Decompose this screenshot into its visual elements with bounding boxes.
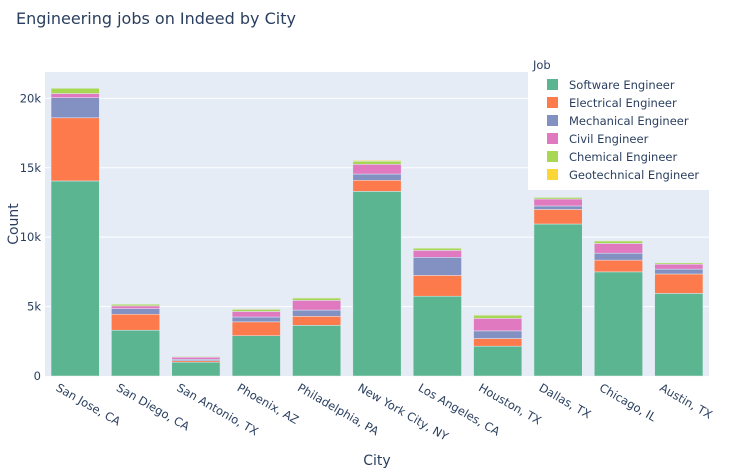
- bar-segment-software-engineer: [292, 325, 342, 377]
- bar-segment-electrical-engineer: [412, 275, 462, 297]
- bar-segment-mechanical-engineer: [412, 257, 462, 276]
- bar-segment-mechanical-engineer: [50, 97, 100, 119]
- bar-segment-software-engineer: [111, 329, 160, 377]
- bar-segment-software-engineer: [533, 223, 583, 377]
- bar-segment-mechanical-engineer: [292, 309, 342, 317]
- x-tick-label: Chicago, IL: [597, 380, 659, 424]
- legend-title: Job: [532, 58, 551, 72]
- bar-segment-civil-engineer: [50, 93, 100, 98]
- bar-segment-geotechnical-engineer: [352, 160, 402, 162]
- y-axis-ticks: 0 5k 10k 15k 20k: [20, 91, 42, 383]
- bar-segment-civil-engineer: [352, 164, 402, 175]
- bar-segment-chemical-engineer: [412, 247, 462, 251]
- legend-item[interactable]: Geotechnical Engineer: [569, 168, 699, 182]
- bar-segment-civil-engineer: [654, 264, 704, 270]
- bar-segment-software-engineer: [171, 361, 221, 377]
- bar-segment-geotechnical-engineer: [412, 247, 462, 249]
- legend-swatch: [547, 115, 558, 126]
- y-tick-label: 15k: [20, 161, 42, 175]
- legend-item[interactable]: Mechanical Engineer: [569, 114, 689, 128]
- bar-segment-software-engineer: [654, 293, 704, 377]
- bar-segment-chemical-engineer: [231, 309, 281, 312]
- bar-segment-mechanical-engineer: [533, 205, 583, 210]
- x-tick-label: Dallas, TX: [537, 380, 594, 421]
- bar-segment-electrical-engineer: [231, 321, 281, 336]
- legend-background: [528, 55, 709, 190]
- bar-segment-civil-engineer: [473, 318, 523, 332]
- bar-segment-civil-engineer: [533, 198, 583, 207]
- y-axis-label: Count: [6, 203, 22, 245]
- legend-item[interactable]: Civil Engineer: [569, 132, 649, 146]
- bar-segment-mechanical-engineer: [473, 330, 523, 339]
- legend-swatch: [547, 97, 558, 108]
- bar-segment-electrical-engineer: [111, 313, 160, 331]
- legend-item[interactable]: Chemical Engineer: [569, 150, 678, 164]
- bar-segment-electrical-engineer: [533, 209, 583, 225]
- bar-segment-civil-engineer: [292, 300, 342, 311]
- bar-segment-geotechnical-engineer: [594, 240, 643, 242]
- bar-segment-chemical-engineer: [352, 161, 402, 165]
- bar-segment-geotechnical-engineer: [231, 308, 281, 310]
- bar-segment-chemical-engineer: [50, 87, 100, 94]
- legend: Job Software Engineer Electrical Engineer…: [528, 55, 709, 190]
- bar-segment-chemical-engineer: [292, 297, 342, 301]
- legend-item[interactable]: Software Engineer: [569, 78, 675, 92]
- y-tick-label: 20k: [20, 91, 42, 105]
- bar-segment-electrical-engineer: [473, 338, 523, 347]
- bar-segment-mechanical-engineer: [352, 173, 402, 181]
- bar-segment-electrical-engineer: [654, 273, 704, 294]
- bar-segment-geotechnical-engineer: [292, 297, 342, 299]
- bar-segment-civil-engineer: [111, 305, 160, 309]
- bar-segment-software-engineer: [594, 271, 643, 377]
- legend-swatch: [547, 79, 558, 90]
- bar-segment-geotechnical-engineer: [50, 87, 100, 89]
- bar-segment-civil-engineer: [171, 357, 221, 360]
- bar-segment-civil-engineer: [594, 243, 643, 254]
- bar-segment-electrical-engineer: [50, 117, 100, 182]
- bars: [50, 87, 704, 377]
- bar-segment-electrical-engineer: [594, 259, 643, 273]
- legend-swatch: [547, 169, 558, 180]
- y-tick-label: 5k: [27, 300, 41, 314]
- x-tick-label: San Jose, CA: [54, 380, 123, 428]
- bar-segment-software-engineer: [352, 191, 402, 377]
- bar-segment-electrical-engineer: [292, 316, 342, 326]
- bar-segment-geotechnical-engineer: [473, 314, 523, 316]
- y-tick-label: 0: [34, 369, 41, 383]
- bar-segment-software-engineer: [473, 345, 523, 377]
- bar-segment-civil-engineer: [231, 311, 281, 318]
- bar-segment-mechanical-engineer: [594, 252, 643, 261]
- bar-segment-software-engineer: [412, 295, 462, 377]
- bar-segment-mechanical-engineer: [654, 268, 704, 275]
- bar-segment-software-engineer: [231, 335, 281, 377]
- chart-title: Engineering jobs on Indeed by City: [16, 9, 296, 28]
- legend-swatch: [547, 133, 558, 144]
- bar-segment-chemical-engineer: [473, 314, 523, 319]
- bar-segment-mechanical-engineer: [231, 316, 281, 323]
- x-tick-label: Austin, TX: [657, 380, 715, 421]
- bar-segment-electrical-engineer: [352, 180, 402, 192]
- legend-swatch: [547, 151, 558, 162]
- bar-segment-mechanical-engineer: [111, 308, 160, 315]
- bar-segment-civil-engineer: [412, 250, 462, 258]
- y-tick-label: 10k: [20, 230, 42, 244]
- bar-segment-software-engineer: [50, 180, 100, 377]
- x-axis-label: City: [363, 453, 390, 469]
- bar-segment-chemical-engineer: [594, 240, 643, 244]
- legend-item[interactable]: Electrical Engineer: [569, 96, 677, 110]
